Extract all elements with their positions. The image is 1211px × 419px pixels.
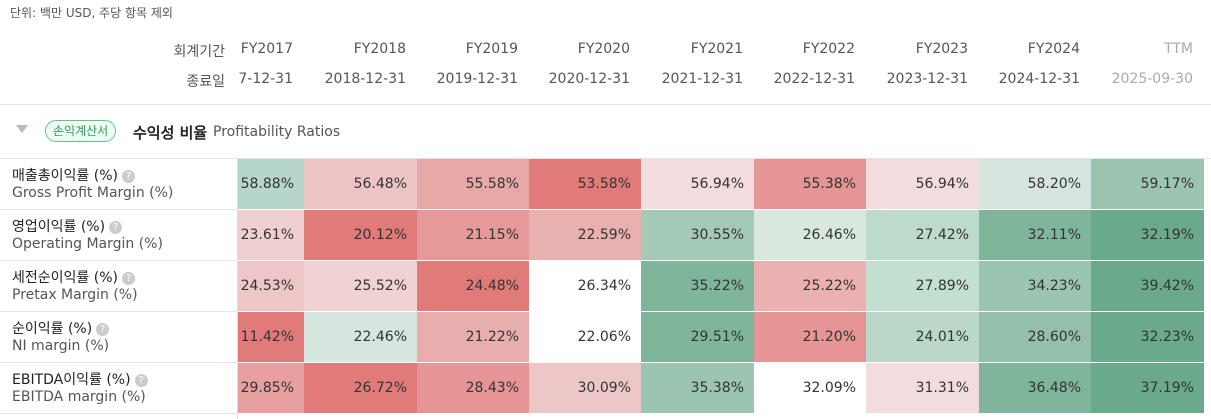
column-period: FY2024 xyxy=(1027,41,1080,57)
row-label-en: Operating Margin (%) xyxy=(12,236,163,252)
heatmap-cell: 55.38% xyxy=(754,159,866,210)
heatmap-cell: 32.11% xyxy=(979,210,1091,261)
row-label-en: Pretax Margin (%) xyxy=(12,287,138,303)
column-end-date: 2025-09-30 xyxy=(1111,71,1193,87)
heatmap-cell: 56.94% xyxy=(641,159,754,210)
heatmap-cell: 27.89% xyxy=(866,261,979,312)
heatmap-cell: 25.22% xyxy=(754,261,866,312)
heatmap-cell: 29.51% xyxy=(641,312,754,363)
column-end-date: 7-12-31 xyxy=(238,71,293,87)
period-label: 회계기간 xyxy=(173,44,225,60)
column-end-date: 2018-12-31 xyxy=(324,71,406,87)
heatmap-cell: 11.42% xyxy=(238,312,304,363)
heatmap-cell: 30.55% xyxy=(641,210,754,261)
heatmap-cell: 55.58% xyxy=(417,159,529,210)
row-divider xyxy=(0,413,238,414)
heatmap-cell: 20.12% xyxy=(304,210,417,261)
column-period: FY2017 xyxy=(240,41,293,57)
column-end-date: 2019-12-31 xyxy=(436,71,518,87)
heatmap-cell: 59.17% xyxy=(1091,159,1204,210)
column-end-date: 2021-12-31 xyxy=(661,71,743,87)
heatmap-cell: 29.85% xyxy=(238,363,304,414)
column-end-date: 2023-12-31 xyxy=(886,71,968,87)
heatmap-cell: 24.53% xyxy=(238,261,304,312)
heatmap-cell: 36.48% xyxy=(979,363,1091,414)
heatmap-cell: 31.31% xyxy=(866,363,979,414)
heatmap-cell: 37.19% xyxy=(1091,363,1204,414)
divider xyxy=(0,158,1211,159)
row-label-en: NI margin (%) xyxy=(12,338,110,354)
row-divider xyxy=(0,209,238,210)
heatmap-cell: 26.34% xyxy=(529,261,641,312)
column-end-date: 2022-12-31 xyxy=(773,71,855,87)
help-icon[interactable]: ? xyxy=(96,323,110,336)
column-period: TTM xyxy=(1164,41,1193,57)
row-label-en: EBITDA margin (%) xyxy=(12,389,146,405)
divider xyxy=(0,104,1211,105)
heatmap-cell: 30.09% xyxy=(529,363,641,414)
column-period: FY2020 xyxy=(577,41,630,57)
column-end-date: 2020-12-31 xyxy=(548,71,630,87)
heatmap-cell: 35.38% xyxy=(641,363,754,414)
heatmap-cell: 25.52% xyxy=(304,261,417,312)
section-title: 수익성 비율 xyxy=(133,124,208,142)
column-period: FY2019 xyxy=(465,41,518,57)
heatmap-cell: 21.15% xyxy=(417,210,529,261)
heatmap-cell: 58.88% xyxy=(238,159,304,210)
heatmap-cell: 26.46% xyxy=(754,210,866,261)
heatmap-cell: 39.42% xyxy=(1091,261,1204,312)
heatmap-cell: 32.23% xyxy=(1091,312,1204,363)
column-period: FY2018 xyxy=(353,41,406,57)
heatmap-cell: 26.72% xyxy=(304,363,417,414)
heatmap-cell: 34.23% xyxy=(979,261,1091,312)
row-divider xyxy=(0,362,238,363)
row-label-en: Gross Profit Margin (%) xyxy=(12,185,174,201)
help-icon[interactable]: ? xyxy=(134,374,148,387)
heatmap-cell: 24.48% xyxy=(417,261,529,312)
row-label: 영업이익률 (%)? xyxy=(12,216,123,236)
heatmap-cell: 22.46% xyxy=(304,312,417,363)
heatmap-cell: 56.48% xyxy=(304,159,417,210)
column-period: FY2023 xyxy=(915,41,968,57)
column-end-date: 2024-12-31 xyxy=(998,71,1080,87)
heatmap-cell: 24.01% xyxy=(866,312,979,363)
heatmap-cell: 21.22% xyxy=(417,312,529,363)
row-label: 매출총이익률 (%)? xyxy=(12,165,135,185)
help-icon[interactable]: ? xyxy=(121,170,135,183)
row-label: 순이익률 (%)? xyxy=(12,318,110,338)
heatmap-cell: 22.06% xyxy=(529,312,641,363)
section-badge: 손익계산서 xyxy=(45,120,117,142)
heatmap-cell: 32.09% xyxy=(754,363,866,414)
heatmap-cell: 28.60% xyxy=(979,312,1091,363)
collapse-toggle[interactable] xyxy=(16,125,28,133)
divider xyxy=(237,159,238,419)
row-label: 세전순이익률 (%)? xyxy=(12,267,135,287)
unit-note: 단위: 백만 USD, 주당 항목 제외 xyxy=(10,6,173,20)
heatmap-cell: 35.22% xyxy=(641,261,754,312)
help-icon[interactable]: ? xyxy=(121,272,135,285)
section-title-en: Profitability Ratios xyxy=(213,124,341,140)
end-label: 종료일 xyxy=(186,74,225,90)
heatmap-cell: 22.59% xyxy=(529,210,641,261)
row-divider xyxy=(0,260,238,261)
heatmap-cell: 32.19% xyxy=(1091,210,1204,261)
row-divider xyxy=(0,311,238,312)
heatmap-cell: 21.20% xyxy=(754,312,866,363)
heatmap-cell: 53.58% xyxy=(529,159,641,210)
heatmap-cell: 27.42% xyxy=(866,210,979,261)
heatmap-cell: 58.20% xyxy=(979,159,1091,210)
heatmap-cell: 23.61% xyxy=(238,210,304,261)
heatmap-cell: 56.94% xyxy=(866,159,979,210)
help-icon[interactable]: ? xyxy=(109,221,123,234)
column-period: FY2021 xyxy=(690,41,743,57)
row-label: EBITDA이익률 (%)? xyxy=(12,369,148,389)
column-period: FY2022 xyxy=(802,41,855,57)
heatmap-cell: 28.43% xyxy=(417,363,529,414)
